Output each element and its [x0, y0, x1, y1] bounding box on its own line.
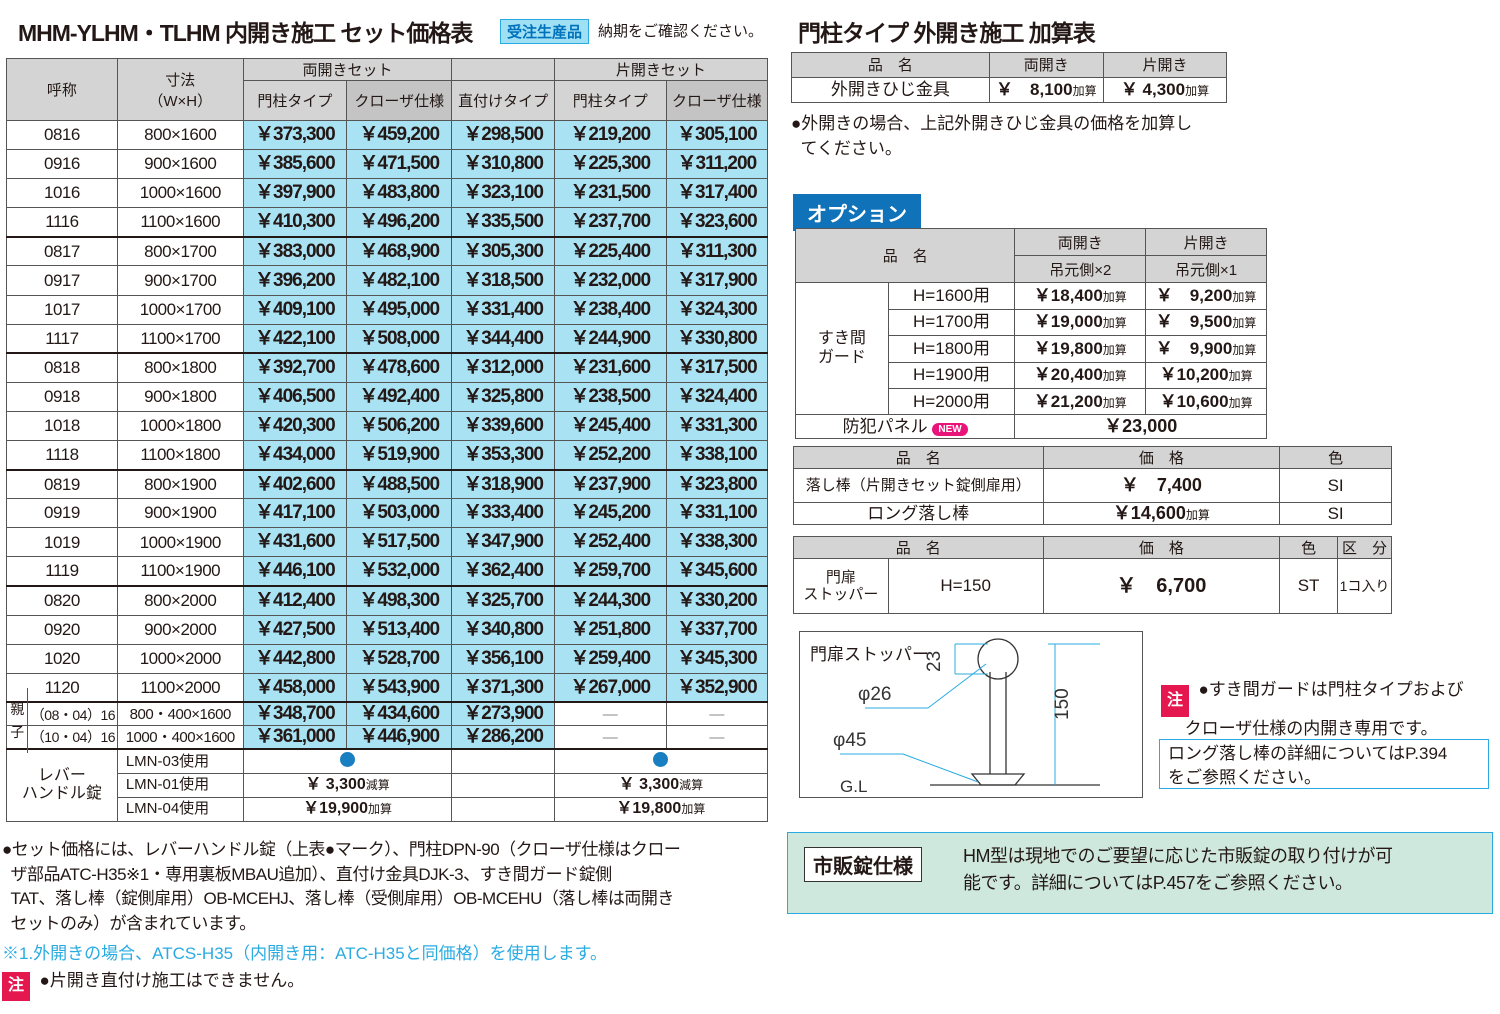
svg-text:φ26: φ26: [858, 684, 891, 705]
svg-text:φ45: φ45: [833, 730, 866, 751]
svg-text:G.L: G.L: [840, 777, 867, 796]
svg-text:23: 23: [924, 651, 945, 672]
svg-text:150: 150: [1052, 688, 1073, 720]
